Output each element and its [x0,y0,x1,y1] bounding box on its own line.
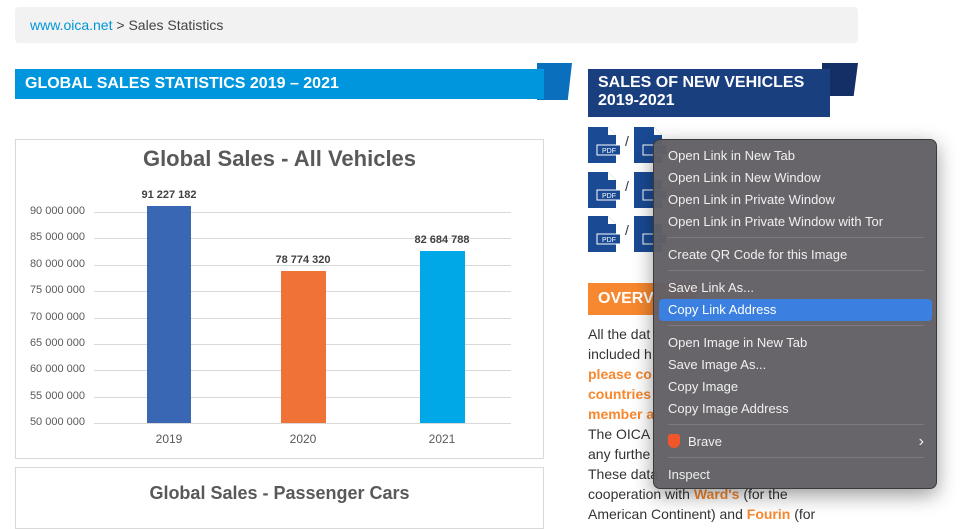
y-tick-label: 80 000 000 [29,257,85,270]
overview-line: countries [588,386,652,402]
y-tick-label: 90 000 000 [29,205,85,217]
x-tick-label: 2021 [428,432,456,446]
svg-text:PDF: PDF [602,193,616,200]
overview-line: American Continent) and Fourin (for [588,506,816,522]
menu-item-label: Brave [688,434,722,449]
section-title-global-sales: GLOBAL SALES STATISTICS 2019 – 2021 [15,69,544,99]
menu-item-copy-image[interactable]: Copy Image [668,379,739,394]
chart-passenger-cars[interactable]: Global Sales - Passenger Cars [15,467,544,529]
overview-line: any furthe [588,446,651,462]
banner-line: SALES OF NEW VEHICLES [598,74,805,91]
menu-separator [668,457,924,458]
slash-separator: / [625,222,629,238]
fourin-link[interactable]: Fourin [746,506,791,522]
bar-2020[interactable] [280,271,326,423]
menu-item-inspect[interactable]: Inspect [668,467,710,482]
chart-title: Global Sales - Passenger Cars [149,483,410,503]
menu-item-open-image-in-new-tab[interactable]: Open Image in New Tab [668,335,808,350]
chart-all-vehicles[interactable]: Global Sales - All Vehicles 90 000 000 85… [15,139,544,459]
y-tick-label: 70 000 000 [29,310,85,323]
menu-item-save-image-as[interactable]: Save Image As... [668,357,767,372]
wards-link[interactable]: Ward's [693,486,740,502]
overview-line: These data [588,466,659,482]
menu-separator [668,270,924,271]
gridline [94,423,511,424]
overview-line: included h [588,346,652,362]
menu-item-create-qr-code-for-this-image[interactable]: Create QR Code for this Image [668,247,848,262]
overview-line: All the dat [588,326,651,342]
menu-item-save-link-as[interactable]: Save Link As... [668,280,754,295]
chevron-right-icon: › [918,433,924,450]
chart-title: Global Sales - All Vehicles [142,146,417,171]
svg-text:PDF: PDF [602,237,616,244]
data-label: 91 227 182 [141,188,197,201]
slash-separator: / [625,178,629,194]
menu-item-open-link-in-new-window[interactable]: Open Link in New Window [668,170,821,185]
brave-icon [668,434,680,448]
breadcrumb-home-link[interactable]: www.oica.net [30,17,113,33]
menu-item-brave[interactable]: Brave › [659,431,932,453]
overview-line: please co [588,366,652,382]
overview-line: member a [588,406,655,422]
gridline [94,238,511,240]
menu-item-open-link-in-new-tab[interactable]: Open Link in New Tab [668,148,795,163]
data-label: 82 684 788 [414,233,470,246]
breadcrumb: www.oica.net > Sales Statistics [15,7,858,43]
menu-separator [668,424,924,425]
y-tick-label: 50 000 000 [29,416,85,428]
menu-separator [668,237,924,238]
gridline [94,212,511,213]
gridline [94,264,511,266]
y-tick-label: 75 000 000 [29,284,85,297]
pdf-download-icon[interactable]: PDF [588,127,622,163]
bar-2019[interactable] [147,205,191,423]
overview-line: The OICA [588,426,651,442]
banner-line: 2019-2021 [598,92,675,109]
svg-text:PDF: PDF [602,148,616,155]
y-tick-label: 55 000 000 [29,389,85,402]
slash-separator: / [625,133,629,149]
section-title-sales-new-vehicles: SALES OF NEW VEHICLES 2019-2021 [588,69,830,117]
pdf-download-icon[interactable]: PDF [588,172,622,208]
context-menu: Open Link in New Tab Open Link in New Win… [653,139,937,489]
menu-item-copy-link-address[interactable]: Copy Link Address [659,299,932,321]
y-tick-label: 85 000 000 [29,231,85,244]
y-tick-label: 65 000 000 [29,336,85,349]
breadcrumb-separator: > [112,17,129,33]
overview-line: cooperation with Ward's (for the [588,486,788,502]
x-tick-label: 2019 [155,432,183,446]
menu-separator [668,325,924,326]
pdf-download-icon[interactable]: PDF [588,216,622,252]
menu-item-open-link-in-private-window-with-tor[interactable]: Open Link in Private Window with Tor [668,214,884,229]
bar-2021[interactable] [419,250,465,423]
data-label: 78 774 320 [275,254,331,267]
y-tick-label: 60 000 000 [29,363,85,376]
menu-item-copy-image-address[interactable]: Copy Image Address [668,401,789,416]
breadcrumb-current: Sales Statistics [128,17,224,33]
menu-item-open-link-in-private-window[interactable]: Open Link in Private Window [668,192,835,207]
x-tick-label: 2020 [289,432,317,446]
